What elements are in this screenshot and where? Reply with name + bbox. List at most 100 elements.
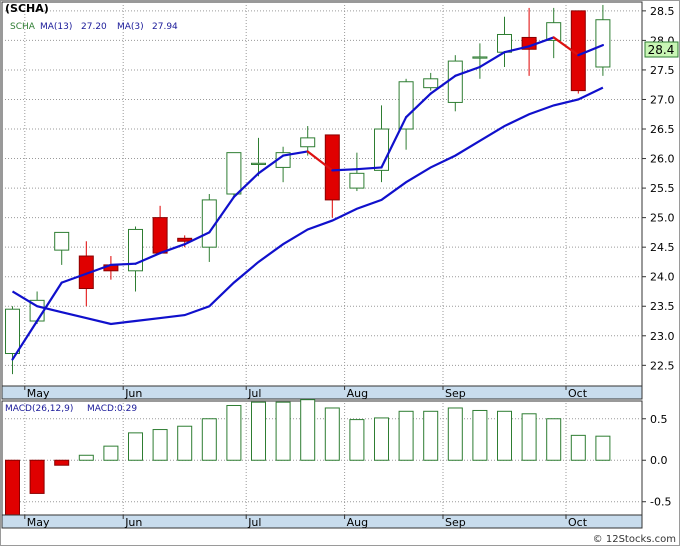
macd-bar-positive bbox=[472, 409, 488, 461]
macd-bar-positive bbox=[152, 429, 168, 461]
ma3-segment bbox=[503, 45, 531, 54]
price-axis-label: 24.0 bbox=[650, 271, 675, 284]
candle-up bbox=[251, 162, 266, 165]
price-month-label: Oct bbox=[568, 387, 588, 400]
macd-bar-positive bbox=[251, 401, 266, 461]
candle-up bbox=[398, 81, 414, 130]
macd-bar-negative bbox=[54, 459, 70, 466]
price-axis-label: 27.5 bbox=[650, 64, 675, 77]
macd-date-axis-band bbox=[1, 514, 643, 529]
candle-up bbox=[5, 308, 20, 355]
candle-up bbox=[349, 172, 365, 189]
ma3-segment bbox=[282, 150, 309, 157]
ma3-segment bbox=[60, 272, 88, 284]
ma3-segment bbox=[208, 195, 235, 234]
last-price-tag bbox=[644, 41, 679, 58]
macd-month-label: Sep bbox=[445, 516, 466, 529]
macd-month-label: Oct bbox=[568, 516, 588, 529]
price-axis-label: 24.5 bbox=[650, 241, 675, 254]
ma3-segment bbox=[159, 243, 186, 255]
candle-up bbox=[54, 231, 70, 251]
macd-axis: -0.5 0.0 0.5 bbox=[642, 413, 671, 509]
price-axis-label: 25.5 bbox=[650, 182, 675, 195]
macd-bar-positive bbox=[423, 410, 439, 461]
ma3-segment bbox=[134, 251, 162, 265]
macd-value-label: MACD:0.29 bbox=[87, 404, 137, 414]
macd-bar-positive bbox=[103, 445, 119, 461]
ma3-segment bbox=[454, 65, 481, 77]
legend-ticker: SCHA bbox=[10, 22, 36, 32]
ma3-segment bbox=[478, 51, 506, 69]
candle-up bbox=[226, 152, 242, 195]
ma3-segment bbox=[527, 36, 555, 48]
macd-axis-label: -0.5 bbox=[650, 496, 671, 509]
price-axis-label: 26.5 bbox=[650, 123, 675, 136]
macd-bar-positive bbox=[570, 434, 586, 461]
ma3-segment bbox=[109, 262, 137, 266]
candles bbox=[5, 4, 611, 375]
macd-bar-negative bbox=[5, 459, 20, 516]
ma3-segment bbox=[577, 44, 605, 57]
ma3-segment bbox=[232, 172, 260, 199]
legend-ma13-value: 27.20 bbox=[81, 22, 107, 32]
ma3-segment bbox=[405, 92, 432, 119]
ma13-line bbox=[11, 86, 604, 326]
macd-bar-negative bbox=[29, 459, 45, 494]
watermark: © 12Stocks.com bbox=[593, 534, 676, 545]
ma3-segment bbox=[552, 36, 580, 57]
macd-bar-positive bbox=[275, 401, 291, 461]
chart-symbol-title: (SCHA) bbox=[5, 2, 49, 15]
price-month-label: May bbox=[27, 387, 50, 400]
macd-axis-label: 0.5 bbox=[650, 413, 668, 426]
price-month-label: Jul bbox=[247, 387, 261, 400]
macd-bar-positive bbox=[324, 407, 340, 461]
macd-bar-positive bbox=[128, 432, 143, 461]
price-axis: 22.5 23.0 23.5 24.0 24.5 25.0 25.5 26.0 26.5 27.0… bbox=[642, 5, 675, 372]
price-axis-label: 28.5 bbox=[650, 5, 675, 18]
moving-average-lines bbox=[11, 36, 605, 361]
price-axis-label: 23.0 bbox=[650, 330, 675, 343]
macd-bar-positive bbox=[447, 407, 463, 461]
macd-month-label: May bbox=[27, 516, 50, 529]
macd-bar-positive bbox=[78, 454, 94, 461]
candle-up bbox=[374, 128, 389, 171]
ma3-segment bbox=[35, 281, 63, 323]
ma3-segment bbox=[183, 231, 211, 246]
macd-vertical-gridlines bbox=[24, 403, 567, 515]
price-month-label: Aug bbox=[347, 387, 368, 400]
price-date-axis: May Jun Jul Aug Sep Oct bbox=[24, 386, 588, 400]
price-date-axis-band bbox=[1, 385, 643, 400]
candle-up bbox=[546, 22, 562, 41]
price-axis-label: 25.0 bbox=[650, 212, 675, 225]
candle-up bbox=[497, 33, 512, 53]
candle-up bbox=[595, 19, 611, 68]
macd-bar-positive bbox=[349, 419, 365, 461]
macd-month-label: Jul bbox=[247, 516, 261, 529]
price-month-label: Sep bbox=[445, 387, 466, 400]
macd-bar-positive bbox=[201, 418, 217, 461]
legend-ma3-value: 27.94 bbox=[152, 22, 178, 32]
candle-up bbox=[128, 228, 143, 272]
macd-bars bbox=[5, 399, 611, 516]
macd-bar-positive bbox=[177, 425, 193, 461]
price-axis-label: 22.5 bbox=[650, 359, 675, 372]
ma3-segment bbox=[331, 168, 358, 172]
legend-ma3-label: MA(3) bbox=[117, 22, 144, 32]
price-panel bbox=[1, 1, 643, 400]
candle-up bbox=[423, 78, 439, 89]
macd-date-axis: May Jun Jul Aug Sep Oct bbox=[24, 515, 588, 529]
ma3-segment bbox=[355, 166, 383, 171]
legend-ma13-label: MA(13) bbox=[40, 22, 72, 32]
macd-bar-positive bbox=[497, 410, 512, 461]
ma3-segment bbox=[306, 150, 334, 172]
macd-bar-positive bbox=[595, 435, 611, 461]
price-axis-label: 23.5 bbox=[650, 300, 675, 313]
candle-up bbox=[300, 137, 316, 148]
macd-bar-positive bbox=[398, 410, 414, 461]
ma3-segment bbox=[85, 263, 113, 275]
candle-up bbox=[447, 60, 463, 103]
ma3-segment bbox=[257, 154, 285, 175]
candle-down bbox=[324, 134, 340, 201]
price-month-label: Jun bbox=[124, 387, 142, 400]
